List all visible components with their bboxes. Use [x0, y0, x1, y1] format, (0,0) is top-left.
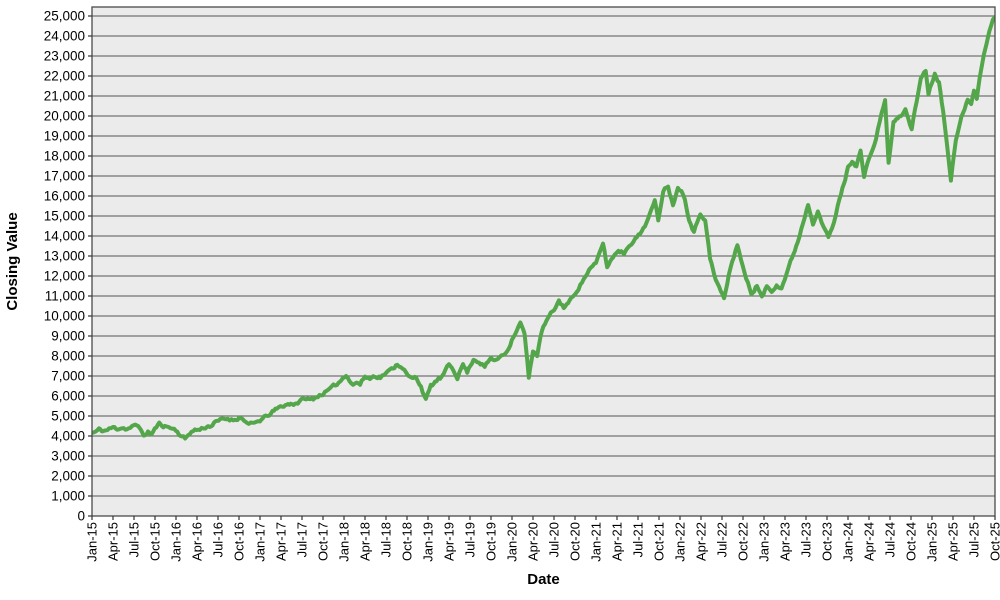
x-tick-label: Jul-19 [463, 522, 478, 557]
x-tick-label: Jan-22 [673, 522, 688, 562]
x-tick-label: Apr-15 [106, 522, 121, 561]
plot-area [92, 7, 995, 516]
x-tick-label: Jan-21 [589, 522, 604, 562]
y-tick-label: 9,000 [51, 329, 85, 344]
x-tick-label: Jan-23 [757, 522, 772, 562]
x-tick-label: Oct-17 [316, 522, 331, 561]
y-tick-label: 10,000 [44, 309, 85, 324]
y-tick-label: 11,000 [45, 289, 85, 304]
x-tick-label: Oct-15 [148, 522, 163, 561]
y-tick-label: 0 [77, 509, 85, 524]
x-tick-label: Jan-15 [85, 522, 100, 562]
x-tick-label: Apr-24 [862, 522, 877, 561]
x-tick-label: Apr-22 [694, 522, 709, 561]
x-tick-label: Jul-23 [799, 522, 814, 557]
x-tick-label: Jul-18 [379, 522, 394, 557]
y-tick-label: 4,000 [51, 429, 85, 444]
y-tick-label: 16,000 [44, 189, 85, 204]
y-tick-label: 6,000 [51, 389, 85, 404]
y-tick-label: 17,000 [44, 169, 85, 184]
x-tick-label: Jan-20 [505, 522, 520, 562]
x-tick-label: Oct-22 [736, 522, 751, 561]
x-tick-label: Jul-21 [631, 522, 646, 557]
x-tick-label: Jan-16 [169, 522, 184, 562]
y-tick-label: 8,000 [51, 349, 85, 364]
x-tick-label: Apr-19 [442, 522, 457, 561]
y-tick-label: 21,000 [44, 89, 85, 104]
y-tick-label: 1,000 [51, 489, 85, 504]
x-tick-label: Apr-18 [358, 522, 373, 561]
y-tick-label: 2,000 [51, 469, 85, 484]
x-axis-title: Date [527, 571, 560, 588]
x-tick-label: Jul-17 [295, 522, 310, 557]
x-tick-label: Apr-23 [778, 522, 793, 561]
x-tick-label: Apr-17 [274, 522, 289, 561]
x-tick-label: Apr-16 [190, 522, 205, 561]
y-tick-label: 18,000 [44, 149, 85, 164]
y-tick-label: 15,000 [44, 209, 85, 224]
y-axis-tick-labels: 0 1,000 2,000 3,000 4,000 5,000 6,000 7,000 8,00… [44, 9, 92, 524]
x-tick-label: Oct-18 [400, 522, 415, 561]
x-tick-label: Oct-23 [820, 522, 835, 561]
y-tick-label: 23,000 [44, 49, 85, 64]
x-tick-label: Oct-25 [988, 522, 1000, 561]
x-tick-label: Jan-17 [253, 522, 268, 562]
y-tick-label: 7,000 [51, 369, 85, 384]
y-tick-label: 25,000 [44, 9, 85, 24]
y-tick-label: 20,000 [44, 109, 85, 124]
x-tick-label: Jul-20 [547, 522, 562, 557]
y-tick-label: 14,000 [44, 229, 85, 244]
y-tick-label: 3,000 [51, 449, 85, 464]
x-tick-label: Oct-16 [232, 522, 247, 561]
x-tick-label: Jul-22 [715, 522, 730, 557]
x-tick-label: Jul-16 [211, 522, 226, 557]
x-tick-label: Jan-24 [841, 522, 856, 562]
x-tick-label: Jul-25 [967, 522, 982, 557]
x-tick-label: Oct-24 [904, 522, 919, 561]
x-tick-label: Jan-19 [421, 522, 436, 562]
y-tick-label: 13,000 [44, 249, 85, 264]
x-tick-label: Apr-25 [946, 522, 961, 561]
closing-value-series-line [92, 15, 995, 441]
y-tick-label: 24,000 [44, 29, 85, 44]
x-tick-label: Oct-19 [484, 522, 499, 561]
y-tick-label: 22,000 [44, 69, 85, 84]
x-tick-label: Jan-18 [337, 522, 352, 562]
x-tick-label: Jul-15 [127, 522, 142, 557]
y-tick-label: 19,000 [44, 129, 85, 144]
plot-border [91, 6, 996, 517]
y-axis-title: Closing Value [4, 212, 21, 310]
x-tick-label: Oct-20 [568, 522, 583, 561]
x-axis-tick-labels: Jan-15 Apr-15 Jul-15 Oct-15 Jan-16 Apr-16 Jul-… [85, 516, 1000, 562]
x-tick-label: Apr-21 [610, 522, 625, 561]
x-tick-label: Oct-21 [652, 522, 667, 561]
y-tick-label: 12,000 [44, 269, 85, 284]
gridlines [92, 15, 995, 497]
x-tick-label: Apr-20 [526, 522, 541, 561]
y-tick-label: 5,000 [51, 409, 85, 424]
x-tick-label: Jan-25 [925, 522, 940, 562]
x-tick-label: Jul-24 [883, 522, 898, 557]
